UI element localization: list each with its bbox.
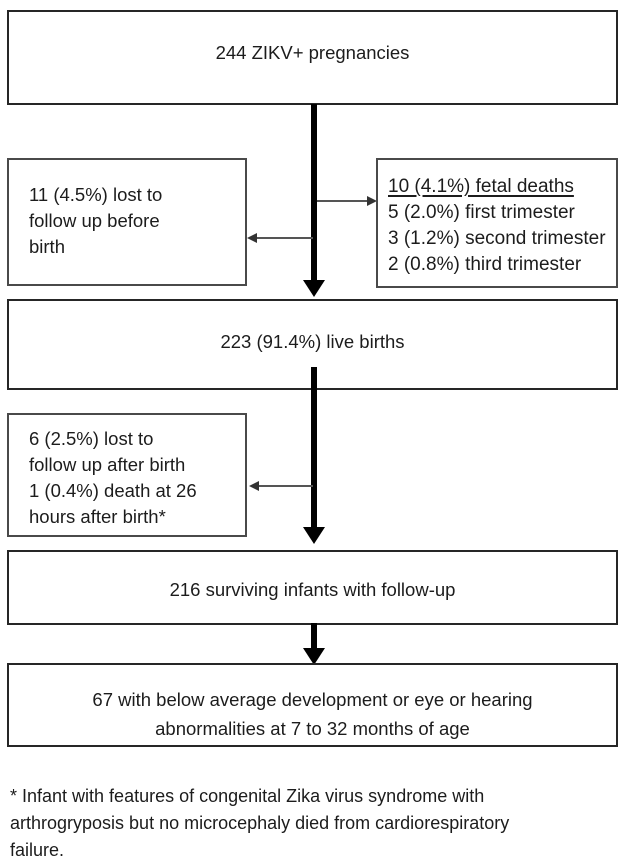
outcome-box: 67 with below average development or eye… bbox=[7, 663, 618, 747]
connector-line-fetal-deaths bbox=[317, 200, 368, 202]
outcome-line: 67 with below average development or eye… bbox=[92, 688, 533, 710]
lost-before-birth-line: 11 (4.5%) lost to bbox=[29, 184, 163, 205]
surviving-infants-label: 216 surviving infants with follow-up bbox=[169, 578, 456, 600]
fetal-deaths-box: 10 (4.1%) fetal deaths 5 (2.0%) first tr… bbox=[376, 158, 618, 288]
lost-after-birth-line: hours after birth* bbox=[29, 506, 166, 527]
fetal-deaths-line: 5 (2.0%) first trimester bbox=[388, 202, 575, 223]
lost-after-birth-line: follow up after birth bbox=[29, 454, 186, 475]
surviving-infants-box: 216 surviving infants with follow-up bbox=[7, 550, 618, 625]
lost-after-birth-line: 6 (2.5%) lost to bbox=[29, 428, 154, 449]
fetal-deaths-heading: 10 (4.1%) fetal deaths bbox=[388, 176, 574, 197]
down-arrow-shaft-2 bbox=[311, 367, 317, 528]
left-arrowhead-icon-2 bbox=[249, 481, 259, 491]
outcome-line: abnormalities at 7 to 32 months of age bbox=[155, 717, 470, 739]
footnote-line: * Infant with features of congenital Zik… bbox=[10, 786, 485, 806]
lost-after-birth-box: 6 (2.5%) lost to follow up after birth 1… bbox=[7, 413, 247, 537]
fetal-deaths-line: 3 (1.2%) second trimester bbox=[388, 228, 606, 249]
connector-line-lost-after-birth bbox=[258, 485, 313, 487]
down-arrow-shaft-3 bbox=[311, 623, 317, 650]
lost-after-birth-line: 1 (0.4%) death at 26 bbox=[29, 480, 197, 501]
lost-before-birth-line: birth bbox=[29, 236, 65, 257]
down-arrowhead-icon-3 bbox=[303, 648, 325, 665]
footnote-line: failure. bbox=[10, 840, 65, 860]
right-arrowhead-icon bbox=[367, 196, 377, 206]
live-births-label: 223 (91.4%) live births bbox=[220, 330, 405, 352]
down-arrowhead-icon-2 bbox=[303, 527, 325, 544]
down-arrowhead-icon-1 bbox=[303, 280, 325, 297]
lost-before-birth-box: 11 (4.5%) lost to follow up before birth bbox=[7, 158, 247, 286]
pregnancies-label: 244 ZIKV+ pregnancies bbox=[215, 41, 410, 63]
footnote-line: arthrogryposis but no microcephaly died … bbox=[10, 813, 510, 833]
fetal-deaths-line: 2 (0.8%) third trimester bbox=[388, 254, 582, 275]
left-arrowhead-icon-1 bbox=[247, 233, 257, 243]
connector-line-lost-before-birth bbox=[256, 237, 313, 239]
pregnancies-box: 244 ZIKV+ pregnancies bbox=[7, 10, 618, 105]
lost-before-birth-line: follow up before bbox=[29, 210, 160, 231]
down-arrow-shaft-1 bbox=[311, 104, 317, 281]
footnote: * Infant with features of congenital Zik… bbox=[10, 783, 618, 863]
